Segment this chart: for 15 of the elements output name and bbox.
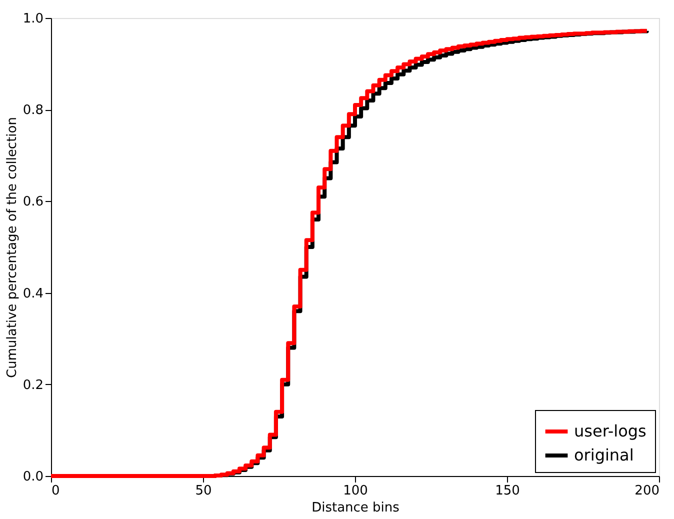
y-tick-label: 0.4: [22, 286, 44, 302]
y-tick-label: 1.0: [22, 12, 44, 26]
x-tick-label: 100: [343, 484, 368, 498]
y-tick-label: 0.8: [22, 103, 44, 118]
y-tick-label: 0.6: [22, 194, 44, 210]
x-tick-label: 200: [634, 484, 660, 498]
x-tick-label: 0: [52, 484, 60, 498]
x-tick-label: 50: [195, 484, 212, 498]
x-axis-title: Distance bins: [312, 500, 400, 516]
y-axis-title: Cumulative percentage of the collection: [4, 117, 20, 378]
legend-label: user-logs: [574, 422, 646, 440]
y-tick-label: 0.2: [22, 378, 44, 393]
x-tick-label: 150: [495, 484, 520, 498]
y-tick-label: 0.0: [22, 470, 44, 484]
legend-label: original: [574, 446, 634, 464]
